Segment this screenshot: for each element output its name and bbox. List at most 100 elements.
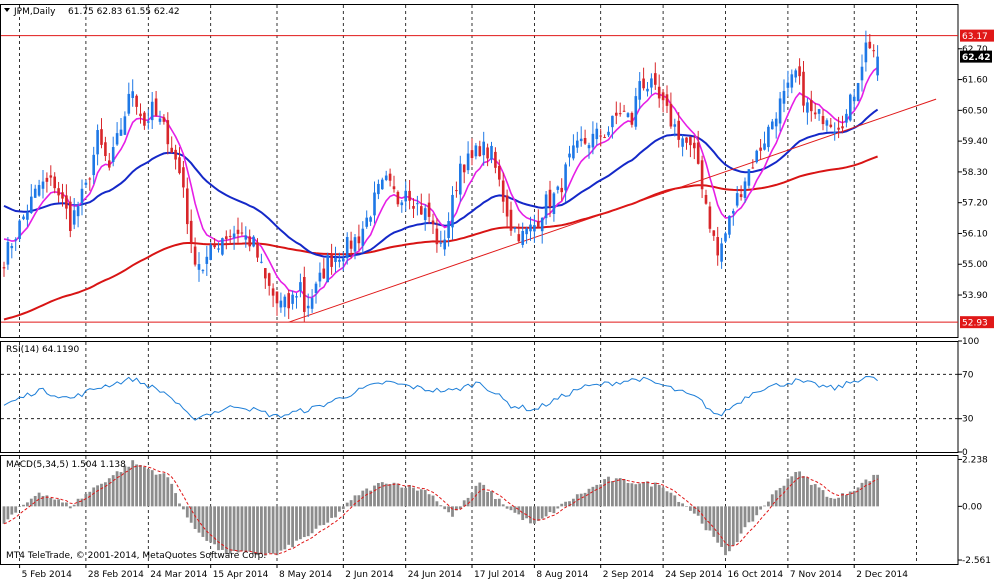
macd-histogram-bar	[224, 506, 228, 555]
candle-body	[665, 94, 669, 106]
macd-histogram-bar	[18, 506, 21, 507]
macd-histogram-bar	[92, 487, 96, 507]
candle-body	[782, 90, 786, 104]
candle-body	[427, 202, 431, 217]
candle-body	[193, 246, 197, 265]
macd-histogram-bar	[505, 506, 509, 509]
macd-histogram-bar	[111, 475, 115, 507]
macd-histogram-bar	[217, 506, 220, 551]
macd-histogram-bar	[806, 477, 809, 507]
macd-histogram-bar	[88, 491, 92, 507]
candle-body	[377, 183, 380, 195]
candle-body	[778, 98, 782, 124]
macd-histogram-bar	[864, 479, 868, 507]
macd-histogram-bar	[76, 498, 80, 507]
time-axis-label: 24 Sep 2014	[665, 570, 722, 580]
macd-histogram-bar	[696, 506, 700, 516]
candle-body	[470, 150, 474, 159]
candle-body	[72, 210, 76, 225]
rsi-panel: 100 70 30 0 RSI(14) 64.1190	[0, 337, 979, 458]
level-price-label: 63.17	[962, 32, 988, 42]
macd-histogram-bar	[396, 483, 400, 507]
macd-histogram-bar	[669, 492, 673, 507]
macd-histogram-bar	[599, 484, 603, 507]
candle-body	[310, 298, 314, 309]
macd-histogram-bar	[431, 495, 435, 507]
candle-body	[365, 217, 368, 227]
candle-body	[579, 138, 583, 142]
ohlc-readout: 61.75 62.83 61.55 62.42	[68, 7, 180, 17]
candle-body	[626, 113, 630, 117]
candle-body	[392, 186, 396, 190]
candle-body	[642, 78, 645, 89]
candle-body	[162, 117, 166, 122]
candle-body	[330, 254, 333, 267]
candle-body	[732, 210, 735, 214]
macd-histogram-bar	[408, 484, 411, 507]
macd-histogram-bar	[724, 506, 727, 556]
price-axis-label: 62.70	[962, 45, 988, 55]
macd-histogram-bar	[341, 506, 345, 510]
macd-histogram-bar	[189, 506, 193, 523]
candle-body	[794, 70, 797, 78]
macd-histogram-bar	[692, 506, 696, 514]
candle-body	[786, 82, 790, 88]
macd-histogram-bar	[256, 506, 259, 556]
rsi-axis-label: 0	[962, 448, 968, 458]
candle-body	[412, 206, 415, 209]
macd-histogram-bar	[416, 490, 419, 507]
macd-histogram-bar	[677, 501, 681, 507]
rsi-axis-label: 30	[962, 415, 974, 425]
candle-body	[455, 190, 458, 192]
candle-body	[291, 294, 294, 304]
macd-histogram-bar	[494, 499, 497, 507]
candle-body	[182, 167, 185, 188]
candle-body	[490, 145, 493, 160]
candle-body	[84, 182, 88, 185]
candle-body	[759, 147, 762, 151]
candle-body	[708, 206, 712, 229]
candle-body	[751, 167, 755, 169]
candle-body	[240, 232, 244, 234]
macd-histogram-bar	[53, 499, 57, 507]
level-price-label: 52.93	[962, 319, 988, 329]
time-axis-label: 16 Oct 2014	[728, 570, 784, 580]
macd-histogram-bar	[345, 502, 349, 507]
macd-histogram-bar	[848, 491, 852, 507]
macd-histogram-bar	[45, 495, 49, 507]
time-axis-label: 8 May 2014	[279, 570, 332, 580]
support-trendline[interactable]	[288, 98, 937, 323]
macd-histogram-bar	[146, 469, 150, 507]
candle-body	[127, 93, 131, 114]
candle-body	[716, 237, 719, 256]
candle-body	[443, 239, 446, 250]
chart-menu-triangle-icon[interactable]	[4, 8, 10, 12]
macd-histogram-bar	[22, 504, 25, 507]
macd-histogram-bar	[349, 500, 353, 507]
macd-histogram-bar	[322, 506, 326, 525]
price-axis-label: 57.20	[962, 199, 988, 209]
candle-body	[591, 133, 595, 148]
macd-histogram-bar	[193, 506, 197, 529]
candle-body	[131, 91, 134, 98]
rsi-axis-label: 100	[962, 337, 979, 347]
macd-histogram-bar	[591, 486, 595, 507]
candle-body	[369, 217, 372, 222]
candle-body	[147, 121, 150, 123]
macd-histogram-bar	[533, 506, 536, 524]
macd-histogram-bar	[174, 493, 177, 507]
macd-histogram-bar	[673, 495, 677, 507]
candle-body	[388, 173, 392, 181]
candle-body	[37, 185, 41, 196]
candle-body	[119, 129, 123, 136]
candle-body	[845, 113, 848, 123]
candle-body	[462, 164, 466, 173]
macd-histogram-bar	[809, 484, 813, 507]
rsi-axis-label: 70	[962, 370, 974, 380]
macd-histogram-bar	[232, 506, 236, 551]
macd-panel-frame	[0, 455, 959, 565]
candle-body	[825, 120, 829, 126]
macd-histogram-bar	[521, 506, 525, 521]
candle-body	[381, 179, 384, 190]
candle-body	[478, 146, 482, 157]
